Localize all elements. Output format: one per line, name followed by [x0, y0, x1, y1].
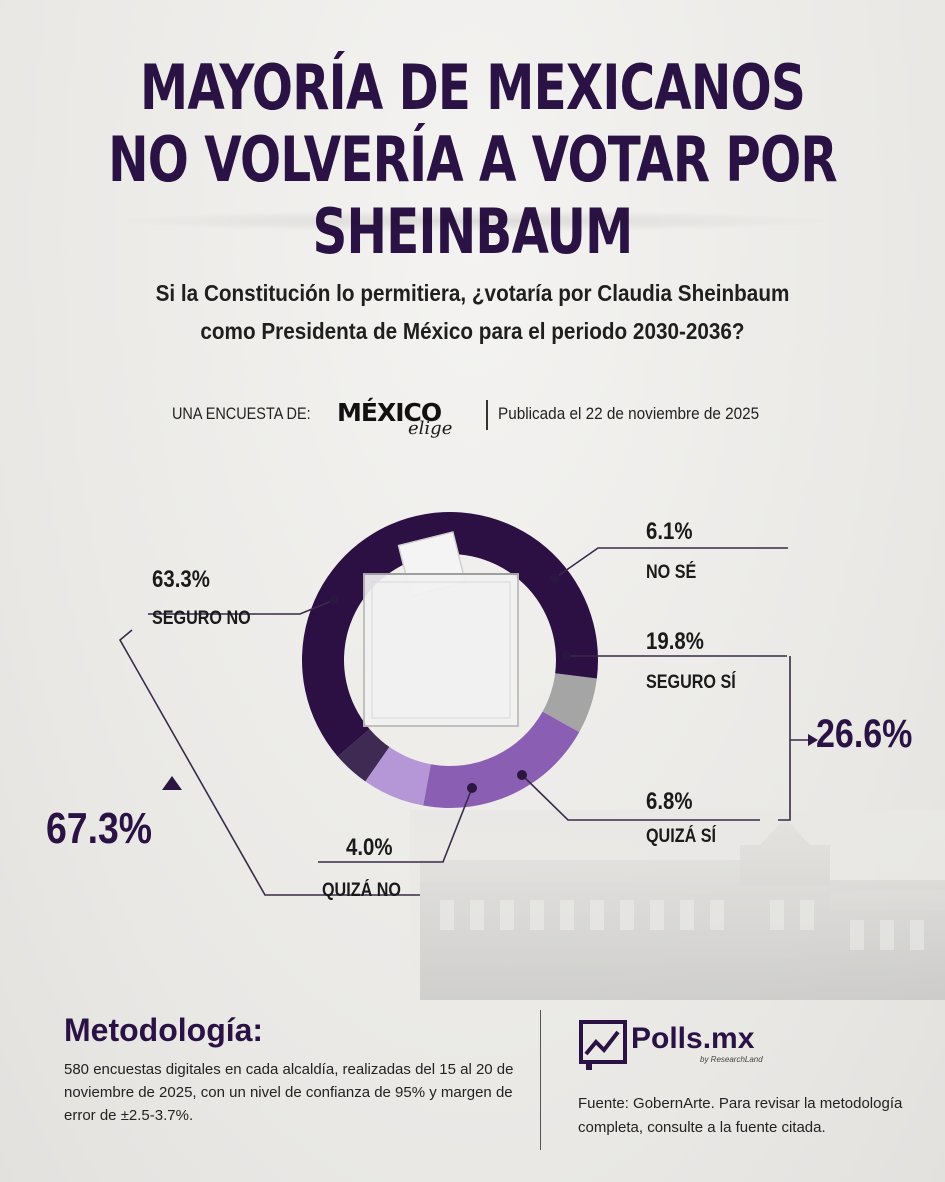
polls-mx-logo-icon	[579, 1020, 627, 1070]
leader-dots	[329, 573, 571, 793]
headline-shadow	[110, 210, 835, 232]
donut-slice-no-sé	[542, 673, 597, 733]
label-no-se-pct: 6.1%	[646, 518, 693, 545]
byline-label: UNA ENCUESTA DE:	[172, 404, 311, 423]
question-line-1: Si la Constitución lo permitiera, ¿votar…	[155, 280, 790, 306]
ballot-box-icon	[363, 531, 519, 727]
label-quiza-si: QUIZÁ SÍ	[646, 826, 716, 847]
total-si-pct: 26.6%	[816, 712, 913, 756]
label-seguro-no: SEGURO NO	[152, 608, 251, 629]
byline-separator	[486, 400, 488, 430]
methodology-text: 580 encuestas digitales en cada alcaldía…	[64, 1061, 514, 1124]
label-no-se: NO SÉ	[646, 562, 697, 583]
total-no-pct: 67.3%	[46, 804, 153, 853]
publication-date: Publicada el 22 de noviembre de 2025	[498, 404, 760, 423]
headline-line-2: NO VOLVERÍA A VOTAR POR SHEINBAUM	[108, 123, 838, 268]
polls-mx-brand: Polls.mx	[631, 1022, 755, 1055]
arrow-up-icon	[162, 776, 182, 790]
survey-question: Si la Constitución lo permitiera, ¿votar…	[47, 274, 898, 350]
polls-mx-brand-sub: by ResearchLand	[700, 1055, 763, 1064]
label-quiza-no: QUIZÁ NO	[322, 880, 401, 901]
arrow-right-icon	[808, 734, 818, 746]
byline: UNA ENCUESTA DE: MÉXICO elige Publicada …	[0, 398, 945, 439]
source-text: Fuente: GobernArte. Para revisar la meto…	[578, 1095, 903, 1136]
leader-lines	[118, 547, 808, 896]
donut-slice-quizá-sí	[365, 746, 431, 806]
donut-chart	[118, 511, 945, 1000]
headline: MAYORÍA DE MEXICANOS NO VOLVERÍA A VOTAR…	[104, 52, 841, 268]
label-quiza-si-pct: 6.8%	[646, 788, 693, 815]
label-seguro-si: SEGURO SÍ	[646, 672, 736, 693]
mexico-elige-logo: MÉXICO	[337, 398, 442, 427]
donut-slice-seguro-sí	[423, 711, 580, 808]
footer-divider	[540, 1010, 541, 1150]
label-quiza-no-pct: 4.0%	[346, 834, 393, 861]
mexico-elige-logo-script: elige	[408, 418, 453, 439]
donut-slice-quizá-no	[337, 729, 390, 782]
methodology-title: Metodología:	[64, 1012, 264, 1048]
label-seguro-si-pct: 19.8%	[646, 628, 704, 655]
label-seguro-no-pct: 63.3%	[152, 566, 210, 593]
question-line-2: como Presidenta de México para el period…	[200, 318, 745, 344]
headline-line-1: MAYORÍA DE MEXICANOS	[139, 51, 806, 124]
